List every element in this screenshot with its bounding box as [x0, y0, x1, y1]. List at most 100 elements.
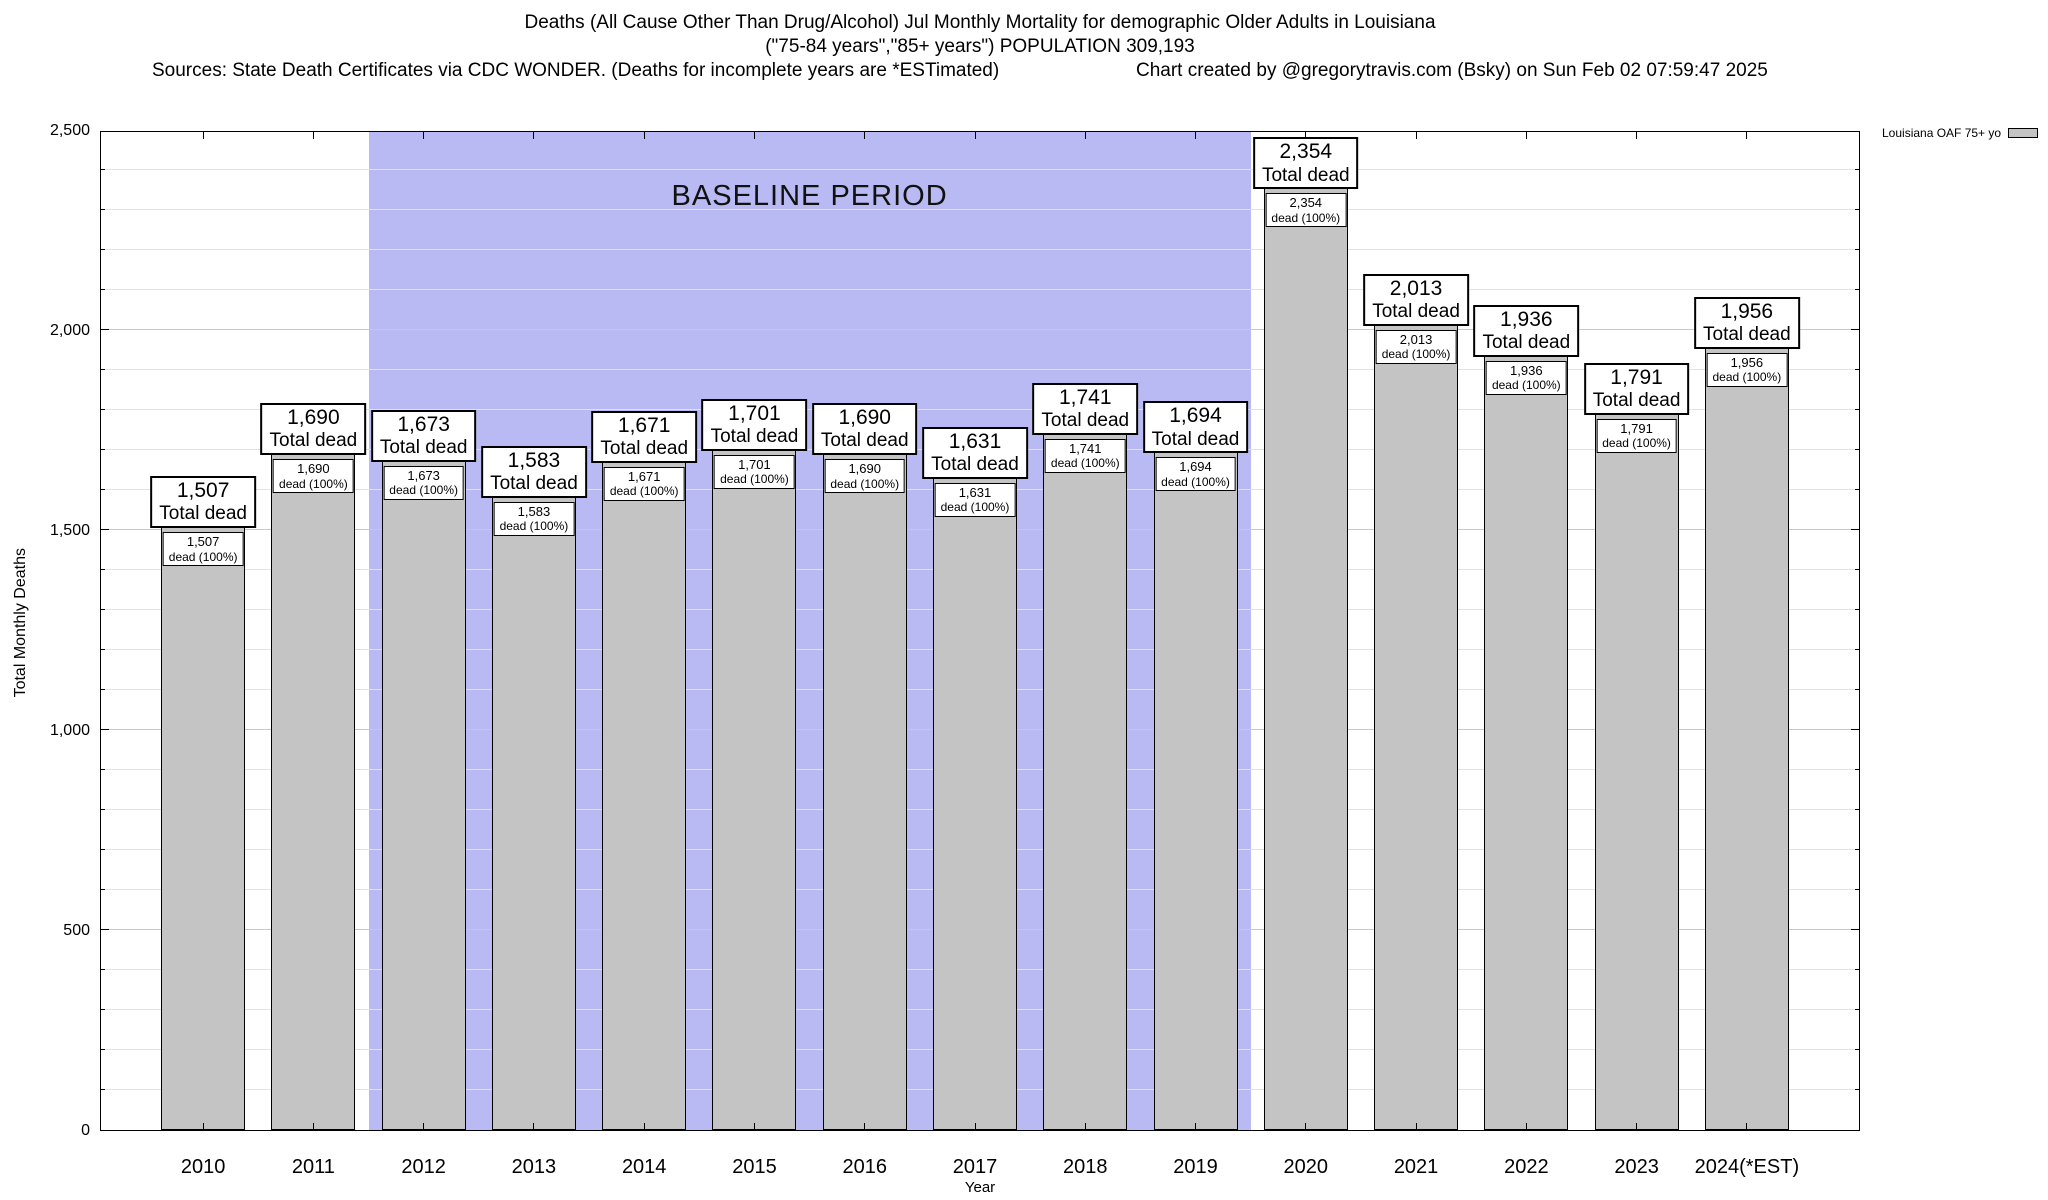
bar-inner-value: 1,701 [738, 456, 771, 472]
bar-outer-label: 1,671 Total dead [591, 410, 698, 463]
bar-inner-label: 1,694 dead (100%) [1155, 457, 1236, 492]
bar-inner-text: dead (100%) [389, 483, 459, 498]
bar-inner-value: 1,631 [958, 484, 992, 500]
y-tick [101, 569, 105, 570]
y-tick [1855, 569, 1859, 570]
bar-inner-text: dead (100%) [168, 549, 238, 564]
y-tick [101, 1009, 105, 1010]
bar [712, 449, 797, 1130]
bar-inner-text: dead (100%) [830, 476, 900, 491]
x-tick [753, 1123, 755, 1130]
y-tick [101, 729, 109, 730]
bar-outer-value: 1,936 [1500, 307, 1553, 331]
x-tick [1195, 1123, 1197, 1130]
y-tick [1855, 689, 1859, 690]
bar-outer-label: 1,694 Total dead [1142, 401, 1249, 454]
x-tick-label: 2020 [1283, 1156, 1329, 1178]
y-tick [1851, 329, 1859, 330]
bar-outer-value: 1,741 [1058, 385, 1112, 409]
y-tick [1855, 249, 1859, 250]
y-tick-label: 2,500 [49, 122, 90, 139]
bar-outer-value: 1,791 [1610, 365, 1663, 389]
y-tick [1855, 1089, 1859, 1090]
y-tick [1855, 209, 1859, 210]
y-tick [101, 1089, 105, 1090]
bar-inner-label: 1,690 dead (100%) [824, 459, 906, 493]
y-tick [1855, 169, 1859, 170]
bar-inner-label: 1,701 dead (100%) [714, 454, 795, 489]
bar-outer-label: 1,690 Total dead [260, 403, 367, 455]
y-tick [101, 849, 105, 850]
bar-outer-text: Total dead [820, 430, 909, 452]
y-tick [1855, 289, 1859, 290]
bar-inner-label: 1,673 dead (100%) [383, 465, 465, 500]
x-tick-label: 2017 [952, 1156, 998, 1178]
x-tick [1305, 132, 1307, 139]
bar-inner-value: 1,741 [1068, 440, 1102, 456]
bar-slot-2019: 1,694 Total dead 1,694 dead (100%) [1140, 132, 1250, 1130]
y-tick [1855, 449, 1859, 450]
bar-outer-value: 1,507 [176, 479, 230, 503]
bar-inner-label: 1,671 dead (100%) [603, 466, 685, 501]
chart-title: Deaths (All Cause Other Than Drug/Alcoho… [524, 12, 1436, 33]
bar-outer-text: Total dead [1372, 300, 1460, 322]
plot-area: BASELINE PERIOD 1,507 Total dead 1,507 dead… [100, 131, 1860, 1131]
y-tick [1855, 369, 1859, 370]
bar-inner-text: dead (100%) [609, 484, 679, 499]
bar [602, 461, 687, 1130]
x-tick-label: 2012 [401, 1156, 446, 1178]
y-tick [101, 689, 105, 690]
bar-outer-text: Total dead [931, 453, 1019, 475]
x-tick [1415, 1123, 1417, 1130]
bar-inner-text: dead (100%) [1381, 347, 1451, 362]
bar-inner-label: 1,583 dead (100%) [493, 501, 575, 536]
bar-inner-text: dead (100%) [1161, 475, 1230, 490]
bar-inner-value: 1,694 [1179, 459, 1212, 475]
y-tick-label: 2,000 [49, 322, 90, 339]
x-tick [1415, 132, 1417, 139]
x-tick [1084, 1123, 1086, 1130]
bar-slot-2016: 1,690 Total dead 1,690 dead (100%) [810, 132, 920, 1130]
y-tick [101, 929, 109, 930]
chart-credit: Chart created by @gregorytravis.com (Bsk… [1136, 60, 1768, 81]
x-tick-label: 2018 [1063, 1156, 1108, 1178]
bar-inner-text: dead (100%) [720, 472, 789, 487]
bar-inner-value: 1,690 [297, 461, 330, 477]
bar [161, 527, 246, 1130]
y-tick [101, 369, 105, 370]
x-tick [423, 1123, 425, 1130]
y-tick [101, 449, 105, 450]
bar [1484, 355, 1569, 1130]
y-tick [1851, 929, 1859, 930]
x-tick-label: 2023 [1614, 1156, 1659, 1178]
bar-inner-value: 2,013 [1399, 331, 1433, 347]
gridline [101, 249, 1859, 250]
bar-slot-2021: 2,013 Total dead 2,013 dead (100%) [1361, 132, 1471, 1130]
x-tick [202, 1123, 204, 1130]
bar-outer-value: 1,956 [1720, 299, 1774, 323]
y-tick [101, 169, 105, 170]
x-tick [1525, 1123, 1527, 1130]
bar-inner-value: 1,671 [627, 468, 661, 484]
bar-outer-value: 1,690 [838, 406, 891, 430]
x-tick [753, 132, 755, 139]
bar-slot-2023: 1,791 Total dead 1,791 dead (100%) [1581, 132, 1691, 1130]
bar-inner-text: dead (100%) [1602, 436, 1671, 451]
y-tick [101, 609, 105, 610]
bars-area: BASELINE PERIOD 1,507 Total dead 1,507 dead… [148, 132, 1802, 1130]
x-tick [1195, 132, 1197, 139]
bar-inner-label: 1,956 dead (100%) [1706, 352, 1788, 387]
legend-swatch [2008, 128, 2039, 138]
bar-outer-label: 1,673 Total dead [370, 409, 477, 462]
y-tick [1855, 1049, 1859, 1050]
bar-outer-text: Total dead [710, 425, 799, 447]
y-tick [1855, 969, 1859, 970]
bar-outer-label: 1,701 Total dead [701, 398, 808, 451]
bar-slot-2015: 1,701 Total dead 1,701 dead (100%) [699, 132, 809, 1130]
y-tick [101, 329, 109, 330]
x-tick-label: 2022 [1504, 1156, 1549, 1178]
bar-inner-label: 2,354 dead (100%) [1265, 193, 1347, 228]
y-tick [1855, 769, 1859, 770]
bar-inner-value: 1,690 [848, 461, 881, 477]
